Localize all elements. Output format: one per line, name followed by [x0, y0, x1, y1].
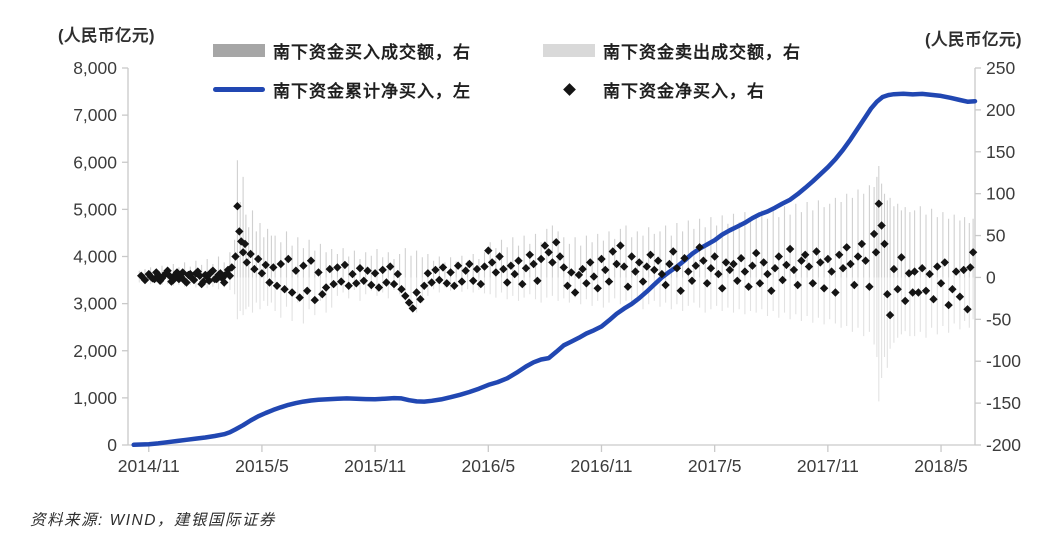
- left-axis-tick-label: 7,000: [73, 105, 117, 125]
- left-axis-unit-label: (人民币亿元): [58, 27, 155, 45]
- right-axis-tick-label: -200: [986, 435, 1021, 455]
- legend-item-net-buy: 南下资金净买入，右: [543, 77, 765, 101]
- diamond-swatch-box: [543, 82, 595, 96]
- right-axis-tick-label: -150: [986, 393, 1021, 413]
- x-axis-tick-label: 2017/5: [688, 456, 742, 476]
- right-axis-tick-label: 150: [986, 142, 1015, 162]
- left-axis-tick-label: 2,000: [73, 341, 117, 361]
- legend-item-buy-turnover: 南下资金买入成交额，右: [213, 38, 471, 62]
- x-axis-tick-label: 2016/11: [571, 456, 633, 476]
- sell-turnover-swatch-icon: [543, 43, 595, 57]
- legend-label: 南下资金买入成交额，右: [273, 42, 471, 62]
- right-axis-tick-label: 200: [986, 100, 1015, 120]
- legend-item-cumulative-net-buy: 南下资金累计净买入，左: [213, 77, 471, 101]
- right-axis-tick-label: -100: [986, 351, 1021, 371]
- left-axis-tick-label: 8,000: [73, 58, 117, 78]
- right-axis-tick-label: 0: [986, 267, 996, 287]
- left-axis-tick-label: 6,000: [73, 152, 117, 172]
- x-axis-tick-label: 2018/5: [914, 456, 968, 476]
- left-axis-tick-label: 1,000: [73, 388, 117, 408]
- right-axis-tick-label: -50: [986, 309, 1012, 329]
- buy-turnover-swatch-icon: [213, 43, 265, 57]
- net-buy-scatter-points: [137, 199, 978, 320]
- x-axis-tick-label: 2015/5: [235, 456, 289, 476]
- diamond-swatch-icon: [562, 82, 576, 96]
- left-axis-tick-label: 5,000: [73, 199, 117, 219]
- x-axis-tick-label: 2014/11: [118, 456, 180, 476]
- x-axis-tick-label: 2016/5: [462, 456, 516, 476]
- left-axis-tick-label: 3,000: [73, 294, 117, 314]
- legend-label: 南下资金累计净买入，左: [273, 81, 471, 101]
- buy-turnover-bars: [138, 160, 974, 278]
- sell-turnover-bars: [138, 277, 974, 402]
- legend-label: 南下资金卖出成交额，右: [603, 42, 801, 62]
- right-axis-tick-label: 100: [986, 184, 1015, 204]
- right-axis-unit-label: (人民币亿元): [925, 31, 1022, 49]
- line-swatch-icon: [213, 86, 265, 92]
- cumulative-net-buy-line: [131, 91, 978, 448]
- left-axis-tick-label: 0: [107, 435, 117, 455]
- x-axis-tick-label: 2015/11: [344, 456, 406, 476]
- right-axis-tick-label: 250: [986, 58, 1015, 78]
- source-note: 资料来源: WIND，建银国际证券: [30, 512, 276, 529]
- legend-label: 南下资金净买入，右: [603, 81, 765, 101]
- left-axis-tick-label: 4,000: [73, 247, 117, 267]
- x-axis-tick-label: 2017/11: [797, 456, 859, 476]
- legend-item-sell-turnover: 南下资金卖出成交额，右: [543, 38, 801, 62]
- chart-canvas: 0 1,000 2,000 3,000 4,000 5,000 6,000 7,000 8,00…: [73, 58, 1021, 476]
- right-axis-tick-label: 50: [986, 226, 1006, 246]
